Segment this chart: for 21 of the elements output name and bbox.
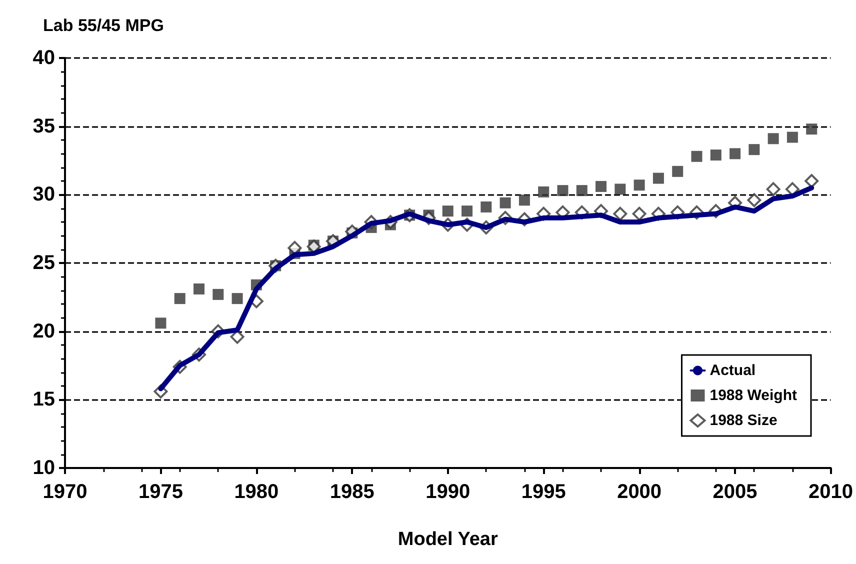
- y-tick-label: 30: [32, 184, 55, 206]
- y-tick-label: 25: [32, 252, 55, 274]
- x-tick-label: 1990: [426, 481, 470, 503]
- x-tick-label: 2010: [808, 481, 854, 503]
- y-tick-label: 40: [32, 47, 55, 69]
- x-tick-label: 1975: [138, 481, 183, 503]
- x-axis-title: Model Year: [398, 529, 498, 550]
- x-tick-label: 1980: [234, 481, 279, 503]
- x-tick-label: 1985: [330, 481, 374, 503]
- x-tick-label: 2000: [617, 481, 662, 503]
- x-tick-label: 2005: [712, 481, 758, 503]
- chart-title: Lab 55/45 MPG: [43, 16, 164, 35]
- legend-label: Actual: [710, 362, 756, 379]
- x-tick-label: 1995: [521, 481, 566, 503]
- y-tick-label: 15: [32, 388, 55, 411]
- y-tick-label: 20: [32, 320, 55, 342]
- legend-label: 1988 Size: [710, 412, 778, 429]
- x-tick-label: 1970: [42, 481, 88, 503]
- y-tick-label: 35: [32, 115, 55, 138]
- legend-label: 1988 Weight: [710, 387, 798, 404]
- y-tick-label: 10: [32, 457, 55, 479]
